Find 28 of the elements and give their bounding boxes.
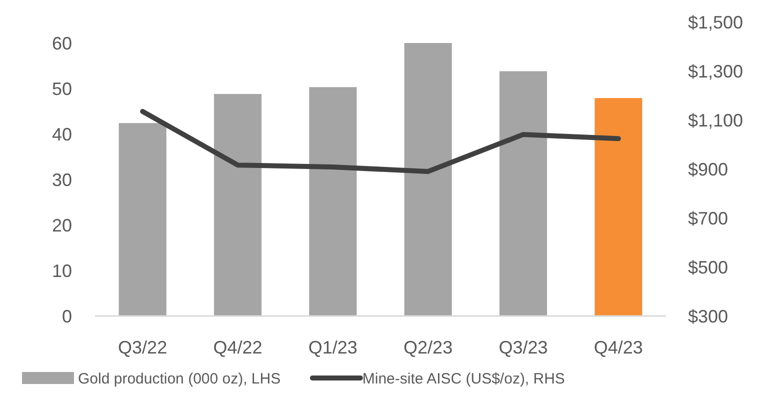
y-tick-label: 10: [52, 260, 72, 281]
x-tick-label: Q2/23: [404, 337, 453, 358]
bar: [214, 94, 262, 316]
y2-tick-label: $500: [688, 257, 728, 278]
y-tick-label: 50: [52, 78, 72, 99]
y-tick-label: 0: [62, 306, 72, 326]
y2-tick-label: $1,500: [688, 12, 744, 32]
y-tick-label: 40: [52, 124, 72, 144]
bar: [594, 98, 642, 316]
x-tick-label: Q3/23: [498, 337, 548, 358]
bar: [499, 71, 548, 316]
bar: [404, 43, 452, 316]
bar: [118, 123, 166, 316]
y2-tick-label: $300: [688, 306, 728, 326]
y-tick-label: 20: [52, 215, 72, 236]
bar: [309, 87, 357, 316]
y2-tick-label: $1,100: [688, 110, 744, 130]
y2-tick-label: $700: [688, 208, 728, 228]
legend-label: Mine-site AISC (US$/oz), RHS: [362, 370, 565, 388]
y-tick-label: 60: [52, 33, 72, 54]
y-tick-label: 30: [52, 170, 72, 190]
x-tick-label: Q1/23: [308, 337, 358, 358]
x-tick-label: Q4/22: [213, 337, 262, 358]
x-tick-label: Q3/22: [118, 337, 168, 358]
y2-tick-label: $1,300: [688, 61, 744, 82]
x-tick-label: Q4/23: [594, 337, 643, 358]
y2-tick-label: $900: [688, 159, 728, 180]
legend-label: Gold production (000 oz), LHS: [78, 370, 281, 388]
